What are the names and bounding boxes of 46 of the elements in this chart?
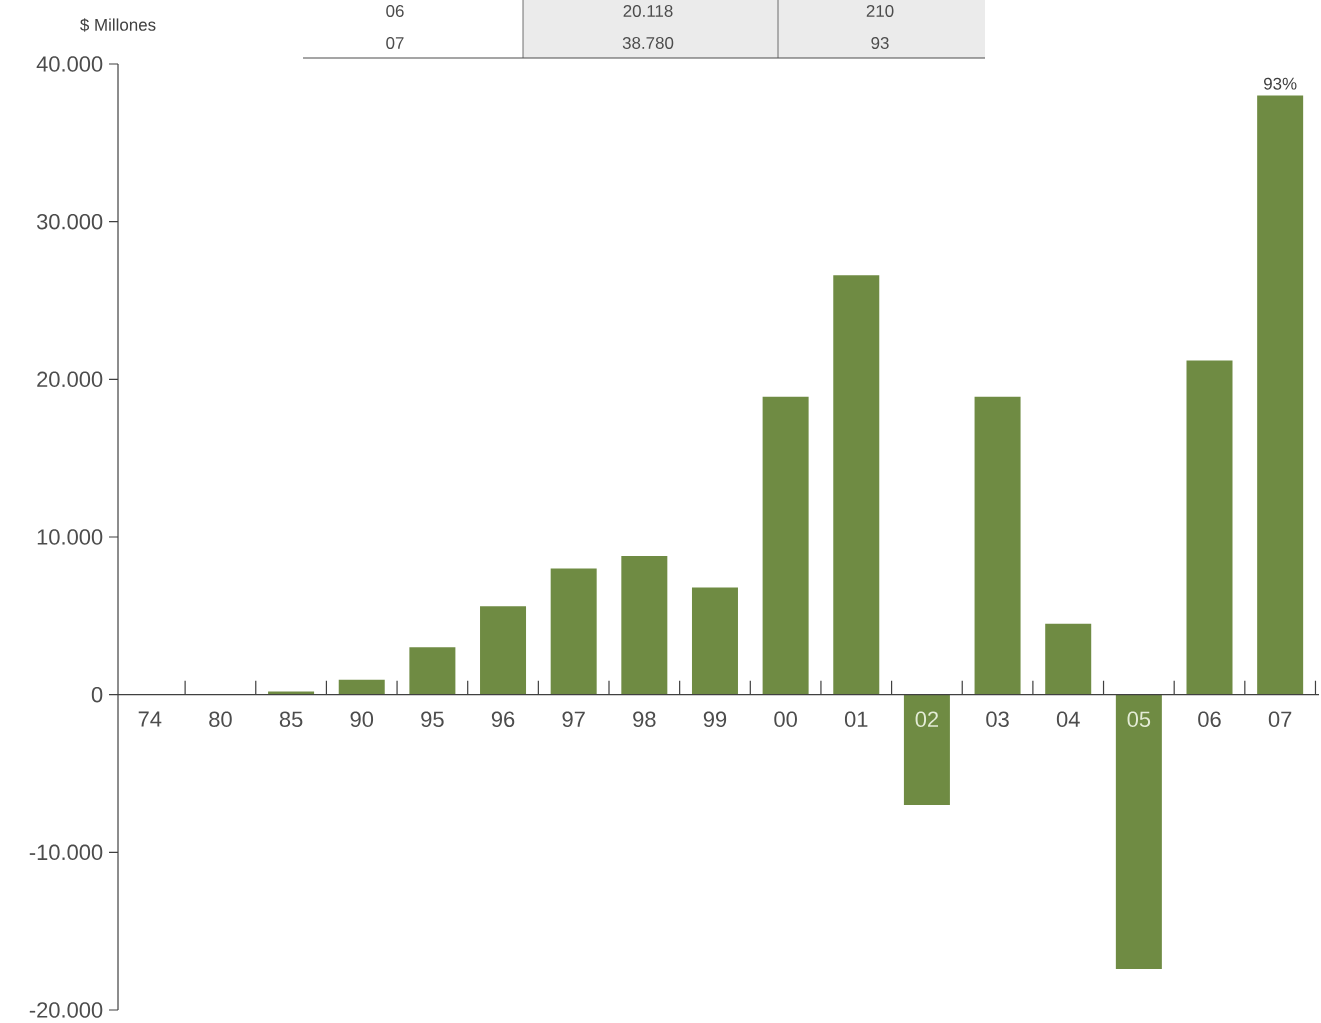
- x-tick-label: 99: [703, 711, 727, 728]
- text: 93: [871, 36, 889, 49]
- y-tick-label: 10.000: [37, 529, 103, 545]
- bar: [1115, 694, 1162, 970]
- x-tick-label: 02: [915, 711, 939, 728]
- x-tick-label: 97: [562, 711, 585, 728]
- bar: [1186, 360, 1233, 695]
- x-tick-label: 05: [1127, 711, 1151, 728]
- x-tick-label: 90: [350, 711, 374, 728]
- bar: [409, 647, 456, 695]
- bar: [1045, 623, 1092, 695]
- bar: [762, 396, 809, 695]
- y-tick-label: 20.000: [37, 371, 103, 388]
- x-tick-label: 03: [986, 711, 1009, 728]
- bar: [903, 694, 950, 806]
- bar: [480, 606, 527, 695]
- x-tick-label: 07: [1268, 711, 1292, 728]
- bar: [974, 396, 1021, 695]
- x-tick-label: 96: [491, 711, 515, 728]
- bar: [1257, 95, 1304, 695]
- text: 07: [386, 36, 404, 49]
- y-tick-label: 40.000: [36, 56, 103, 72]
- x-tick-label: 74: [138, 711, 162, 727]
- x-tick-label: 01: [844, 711, 868, 728]
- y-tick-label: -20.000: [29, 1002, 103, 1018]
- y-tick-label: 30.000: [36, 213, 103, 230]
- y-tick-label: 0: [91, 686, 103, 703]
- x-tick-label: 04: [1056, 711, 1080, 728]
- x-tick-label: 95: [421, 711, 444, 728]
- y-tick-label: -10.000: [29, 844, 103, 861]
- bar: [338, 679, 385, 695]
- x-tick-label: 80: [209, 711, 232, 728]
- bar: [833, 275, 880, 695]
- x-tick-label: 06: [1198, 711, 1221, 728]
- x-tick-label: 98: [633, 711, 656, 728]
- y-axis-title: $ Millones: [80, 18, 156, 32]
- bar: [550, 568, 597, 695]
- text: 210: [866, 4, 894, 17]
- text: 38.780: [622, 36, 674, 49]
- text: 20.118: [623, 4, 673, 17]
- bar: [621, 555, 668, 695]
- annotation: 93%: [1264, 77, 1297, 90]
- text: 06: [386, 4, 404, 17]
- bar: [691, 587, 738, 695]
- x-tick-label: 85: [279, 711, 303, 728]
- x-tick-label: 00: [774, 711, 797, 728]
